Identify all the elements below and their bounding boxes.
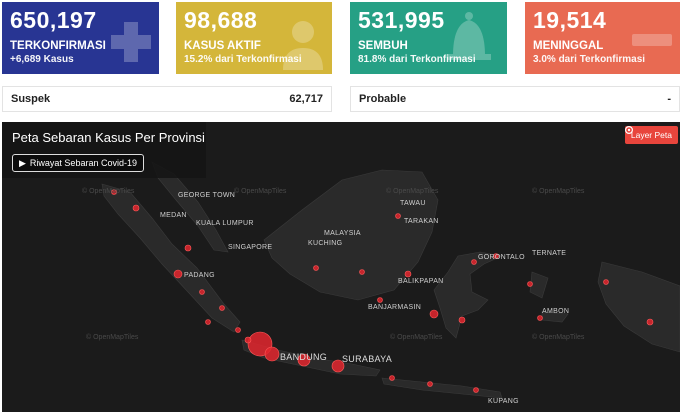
card-sembuh: 531,995 SEMBUH 81.8% dari Terkonfirmasi: [350, 2, 507, 74]
map-attribution: © OpenMapTiles: [86, 334, 139, 341]
marker-southeast-sulawesi: [458, 316, 466, 324]
card-value: 650,197: [10, 7, 97, 33]
city-label-tarakan: TARAKAN: [404, 218, 439, 225]
city-label-kuala-lumpur: KUALA LUMPUR: [196, 220, 254, 227]
papua-shape: [597, 261, 680, 353]
marker-ntb: [427, 381, 433, 387]
province-map[interactable]: © OpenMapTiles © OpenMapTiles © OpenMapT…: [2, 122, 680, 412]
card-sub: 15.2% dari Terkonfirmasi: [184, 54, 302, 65]
minus-icon: [632, 34, 672, 46]
city-label-medan: MEDAN: [160, 212, 187, 219]
city-label-gorontalo: GORONTALO: [478, 254, 525, 261]
marker-banten: [244, 336, 252, 344]
card-sub: 81.8% dari Terkonfirmasi: [358, 54, 476, 65]
marker-ntt: [473, 387, 479, 393]
probable-label: Probable: [359, 93, 407, 105]
probable-row: Probable -: [350, 86, 680, 112]
marker-jambi: [199, 289, 205, 295]
card-label: KASUS AKTIF: [184, 40, 261, 52]
play-icon: ▶: [19, 157, 26, 168]
marker-aceh: [111, 189, 117, 195]
history-button[interactable]: ▶ Riwayat Sebaran Covid-19: [12, 154, 144, 172]
marker-papua: [646, 318, 654, 326]
marker-lampung: [235, 327, 241, 333]
card-value: 531,995: [358, 7, 445, 33]
card-label: MENINGGAL: [533, 40, 604, 52]
marker-gorontalo: [471, 259, 477, 265]
suspek-label: Suspek: [11, 93, 51, 105]
sumatra-shape: [101, 183, 241, 333]
card-meninggal: 19,514 MENINGGAL 3.0% dari Terkonfirmasi: [525, 2, 680, 74]
bell-icon: [447, 12, 491, 60]
marker-north-kalimantan: [395, 213, 401, 219]
map-title-panel: Peta Sebaran Kasus Per Provinsi ▶ Riwaya…: [2, 122, 206, 178]
marker-east-kalimantan: [404, 270, 412, 278]
city-label-kupang: KUPANG: [488, 398, 519, 405]
city-label-banjarmasin: BANJARMASIN: [368, 304, 422, 311]
marker-bali: [389, 375, 395, 381]
marker-maluku: [537, 315, 543, 321]
city-label-singapore: SINGAPORE: [228, 244, 273, 251]
city-label-padang: PADANG: [184, 272, 215, 279]
card-value: 98,688: [184, 7, 258, 33]
layer-button-label: Layer Peta: [630, 130, 672, 140]
map-canvas[interactable]: [2, 122, 680, 412]
card-label: SEMBUH: [358, 40, 408, 52]
card-label: TERKONFIRMASI: [10, 40, 106, 52]
marker-west-papua: [603, 279, 609, 285]
city-label-kuching: KUCHING: [308, 240, 343, 247]
city-label-ternate: TERNATE: [532, 250, 567, 257]
marker-bengkulu: [205, 319, 211, 325]
city-label-ambon: AMBON: [542, 308, 570, 315]
plus-icon: [111, 22, 151, 62]
city-label-tawau: TAWAU: [400, 200, 426, 207]
nusa-tenggara-shape: [381, 377, 503, 399]
marker-west-kalimantan: [313, 265, 319, 271]
city-label-bandung: BANDUNG: [280, 352, 328, 362]
card-sub: +6,689 Kasus: [10, 54, 74, 65]
card-sub: 3.0% dari Terkonfirmasi: [533, 54, 646, 65]
marker-south-sumatra: [219, 305, 225, 311]
history-button-label: Riwayat Sebaran Covid-19: [29, 158, 137, 168]
city-label-balikpapan: BALIKPAPAN: [398, 278, 444, 285]
marker-central-kalimantan: [359, 269, 365, 275]
marker-south-sulawesi: [429, 309, 439, 319]
marker-west-sumatra: [173, 269, 183, 279]
layer-button[interactable]: Layer Peta: [624, 126, 678, 144]
layers-icon: [624, 126, 633, 134]
marker-north-maluku: [527, 281, 533, 287]
marker-south-kalimantan: [377, 297, 383, 303]
card-kasus-aktif: 98,688 KASUS AKTIF 15.2% dari Terkonfirm…: [176, 2, 332, 74]
map-attribution: © OpenMapTiles: [532, 334, 585, 341]
sulawesi-shape: [433, 251, 504, 339]
map-attribution: © OpenMapTiles: [82, 188, 135, 195]
marker-west-java: [264, 346, 280, 362]
card-value: 19,514: [533, 7, 607, 33]
marker-east-java: [331, 359, 345, 373]
suspek-row: Suspek 62,717: [2, 86, 332, 112]
marker-north-sulawesi: [493, 253, 499, 259]
city-label-george-town: GEORGE TOWN: [178, 192, 236, 199]
borneo-shape: [263, 169, 439, 301]
marker-north-sumatra: [132, 204, 140, 212]
suspek-value: 62,717: [289, 93, 323, 105]
marker-central-java: [297, 353, 311, 367]
map-attribution: © OpenMapTiles: [386, 188, 439, 195]
map-attribution: © OpenMapTiles: [390, 334, 443, 341]
map-attribution: © OpenMapTiles: [532, 188, 585, 195]
card-terkonfirmasi: 650,197 TERKONFIRMASI +6,689 Kasus: [2, 2, 159, 74]
city-label-malaysia: MALAYSIA: [324, 230, 361, 237]
map-attribution: © OpenMapTiles: [234, 188, 287, 195]
city-label-surabaya: SURABAYA: [342, 354, 393, 364]
probable-value: -: [667, 93, 671, 105]
doctor-icon: [283, 21, 323, 70]
map-title: Peta Sebaran Kasus Per Provinsi: [12, 130, 205, 145]
malay-peninsula-shape: [151, 161, 229, 253]
marker-riau: [184, 244, 192, 252]
